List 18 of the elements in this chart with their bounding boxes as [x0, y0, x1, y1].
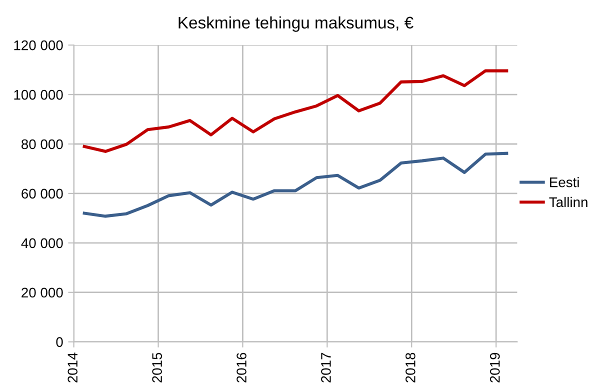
chart-title: Keskmine tehingu maksumus, €	[178, 16, 414, 32]
x-tick-label: 2019	[490, 352, 500, 382]
x-tick-label: 2018	[406, 352, 416, 382]
x-tick-label: 2014	[68, 352, 78, 382]
y-tick-label: 40 000	[21, 238, 63, 248]
y-tick-label: 120 000	[14, 40, 63, 50]
x-tick-label: 2015	[152, 352, 162, 382]
y-tick-label: 100 000	[14, 90, 63, 100]
y-tick-label: 20 000	[22, 288, 63, 298]
legend-label: Tallinn	[549, 196, 588, 208]
line-series	[82, 69, 508, 153]
y-tick-label: 60 000	[22, 188, 63, 199]
legend-label: Eesti	[550, 177, 579, 188]
x-tick-label: 2016	[236, 352, 246, 382]
line-series	[82, 152, 508, 218]
x-tick-label: 2017	[321, 352, 331, 382]
y-tick-label: 0	[56, 337, 63, 347]
y-tick-label: 80 000	[22, 139, 63, 150]
